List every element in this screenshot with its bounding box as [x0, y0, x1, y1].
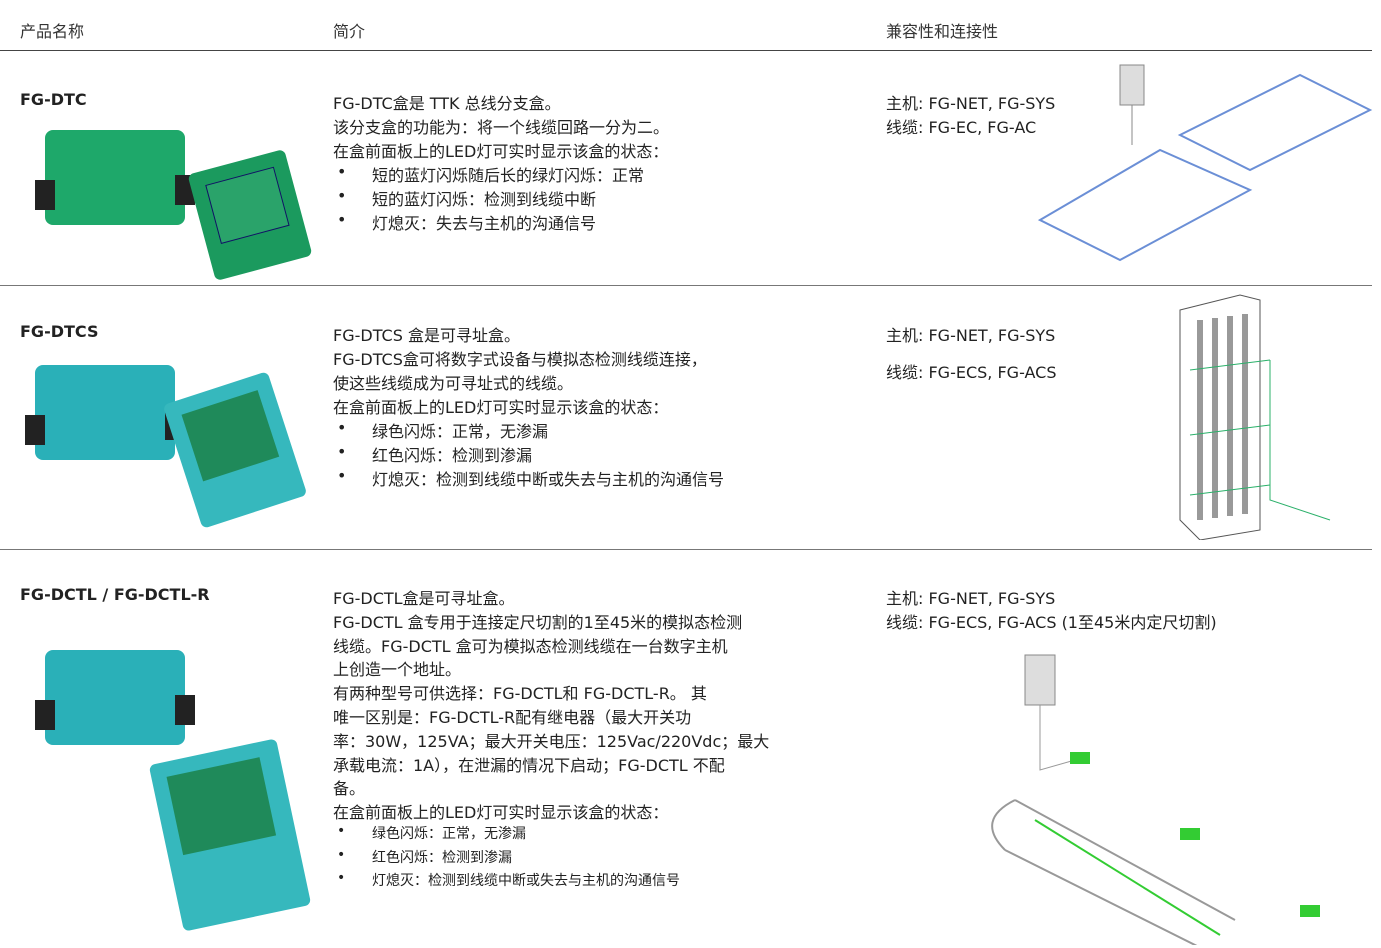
intro-line: FG-DTCS盒可将数字式设备与模拟态检测线缆连接， [333, 350, 707, 369]
bullet-dot: • [337, 418, 347, 437]
compat-line: 主机: FG-NET, FG-SYS [886, 589, 1056, 608]
intro-line: 上创造一个地址。 [333, 660, 462, 680]
compat-line: 线缆: FG-ECS, FG-ACS [886, 363, 1057, 382]
product-name: FG-DTCS [20, 322, 99, 341]
intro-line: 承载电流：1A），在泄漏的情况下启动；FG-DCTL 不配 [333, 755, 725, 775]
bullet-item: 灯熄灭：失去与主机的沟通信号 [372, 214, 597, 233]
compat-line: 主机: FG-NET, FG-SYS [886, 326, 1056, 345]
product-name: FG-DTC [20, 90, 87, 109]
intro-line: 该分支盒的功能为：将一个线缆回路一分为二。 [333, 118, 670, 137]
bullet-dot: • [337, 870, 346, 886]
column-header: 简介 [333, 22, 366, 41]
intro-line: 唯一区别是：FG-DCTL-R配有继电器（最大开关功 [333, 708, 692, 727]
bullet-dot: • [337, 162, 347, 181]
intro-line: 线缆。FG-DCTL 盒可为模拟态检测线缆在一台数字主机 [333, 636, 728, 656]
product-photo [25, 365, 306, 528]
intro-line: FG-DTCS 盒是可寻址盒。 [333, 326, 520, 345]
bullet-dot: • [337, 846, 346, 863]
bullet-dot: • [337, 466, 347, 485]
rack-diagram [1179, 294, 1331, 540]
intro-line: 使这些线缆成为可寻址式的线缆。 [333, 374, 574, 393]
bullet-item: 灯熄灭：检测到线缆中断或失去与主机的沟通信号 [372, 873, 680, 889]
intro-line: 备。 [333, 779, 366, 799]
intro-line: 有两种型号可供选择：FG-DCTL和 FG-DCTL-R。 其 [333, 684, 707, 704]
intro-line: FG-DTC盒是 TTK 总线分支盒。 [333, 94, 561, 113]
header-rule [0, 50, 1372, 51]
compat-line: 线缆: FG-EC, FG-AC [886, 118, 1037, 137]
bullet-dot: • [337, 210, 347, 229]
column-header: 兼容性和连接性 [886, 22, 999, 41]
intro-line: 率：30W，125VA；最大开关电压：125Vac/220Vdc；最大 [333, 731, 770, 751]
wiring-diagram [1037, 64, 1373, 262]
compat-line: 主机: FG-NET, FG-SYS [886, 94, 1056, 113]
bullet-item: 红色闪烁：检测到渗漏 [372, 446, 533, 465]
bullet-item: 绿色闪烁：正常，无渗漏 [372, 826, 526, 842]
intro-line: 在盒前面板上的LED灯可实时显示该盒的状态： [333, 142, 669, 161]
row-rule [0, 285, 1372, 286]
compat-line: 线缆: FG-ECS, FG-ACS (1至45米内定尺切割) [886, 613, 1217, 632]
bullet-dot: • [337, 823, 346, 839]
bullet-item: 绿色闪烁：正常，无渗漏 [372, 422, 549, 441]
product-photo [35, 650, 311, 931]
bullet-dot: • [337, 442, 347, 461]
conveyor-diagram [991, 654, 1320, 945]
bullet-dot: • [337, 186, 347, 205]
column-header: 产品名称 [20, 22, 85, 41]
product-photo [35, 130, 312, 280]
intro-line: FG-DCTL 盒专用于连接定尺切割的1至45米的模拟态检测 [333, 612, 743, 632]
bullet-item: 短的蓝灯闪烁随后长的绿灯闪烁：正常 [372, 166, 645, 185]
intro-line: FG-DCTL盒是可寻址盒。 [333, 589, 515, 608]
row-rule [0, 549, 1372, 550]
product-name: FG-DCTL / FG-DCTL-R [20, 585, 210, 604]
bullet-item: 灯熄灭：检测到线缆中断或失去与主机的沟通信号 [372, 470, 725, 489]
intro-line: 在盒前面板上的LED灯可实时显示该盒的状态： [333, 803, 669, 823]
intro-line: 在盒前面板上的LED灯可实时显示该盒的状态： [333, 398, 669, 417]
bullet-item: 红色闪烁：检测到渗漏 [372, 849, 512, 866]
bullet-item: 短的蓝灯闪烁：检测到线缆中断 [372, 190, 597, 209]
